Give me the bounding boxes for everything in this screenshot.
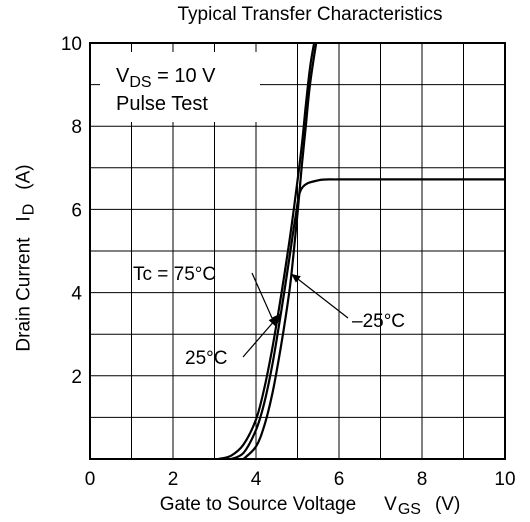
label-arrow	[242, 313, 282, 358]
x-tick-label: 6	[334, 469, 345, 490]
series-label-curve-minus-25c: –25°C	[352, 311, 405, 332]
x-tick-label: 4	[251, 469, 262, 490]
curve-minus-25c	[242, 42, 318, 460]
curve-25c	[230, 178, 505, 461]
arrow-head	[271, 313, 281, 323]
y-axis-label-text: Drain Current	[13, 237, 35, 352]
x-tick-label: 2	[168, 469, 179, 490]
y-tick-label: 4	[71, 284, 82, 305]
y-axis-label: Drain Current ID (A)	[14, 164, 39, 351]
y-axis-symbol: I	[13, 216, 35, 222]
y-tick-label: 6	[71, 200, 82, 221]
curve-tc-75c	[218, 42, 316, 461]
y-tick-label: 10	[61, 34, 82, 55]
grid	[90, 43, 505, 459]
chart-title: Typical Transfer Characteristics	[177, 4, 443, 25]
label-arrow	[290, 273, 349, 319]
y-axis-subscript: D	[20, 203, 38, 216]
y-tick-label: 2	[71, 367, 82, 388]
x-tick-label: 8	[417, 469, 428, 490]
plot-frame	[89, 42, 506, 460]
x-axis-subscript: GS	[397, 501, 421, 518]
y-axis-unit: (A)	[13, 164, 35, 190]
label-arrow	[251, 272, 277, 327]
condition-vds: VDS = 10 V	[116, 65, 216, 91]
conditions-background	[100, 52, 260, 122]
condition-pulse-test: Pulse Test	[116, 93, 208, 115]
annotations: Tc = 75°C 25°C –25°C	[133, 264, 405, 369]
curves	[218, 42, 505, 461]
arrow-head	[291, 273, 301, 283]
tick-labels: 0 2 4 6 8 10 2 4 6 8 10	[61, 34, 516, 490]
y-tick-label: 8	[71, 117, 82, 138]
x-axis-symbol: V	[384, 494, 397, 515]
x-axis-label-text: Gate to Source Voltage	[159, 494, 357, 515]
x-axis-unit: (V)	[434, 494, 461, 515]
series-label-curve-25c: 25°C	[185, 348, 227, 369]
x-tick-label: 0	[85, 469, 96, 490]
x-tick-label: 10	[494, 469, 515, 490]
series-label-curve-tc-75c: Tc = 75°C	[133, 264, 216, 285]
x-axis-label: Gate to Source Voltage VGS (V)	[90, 494, 530, 519]
